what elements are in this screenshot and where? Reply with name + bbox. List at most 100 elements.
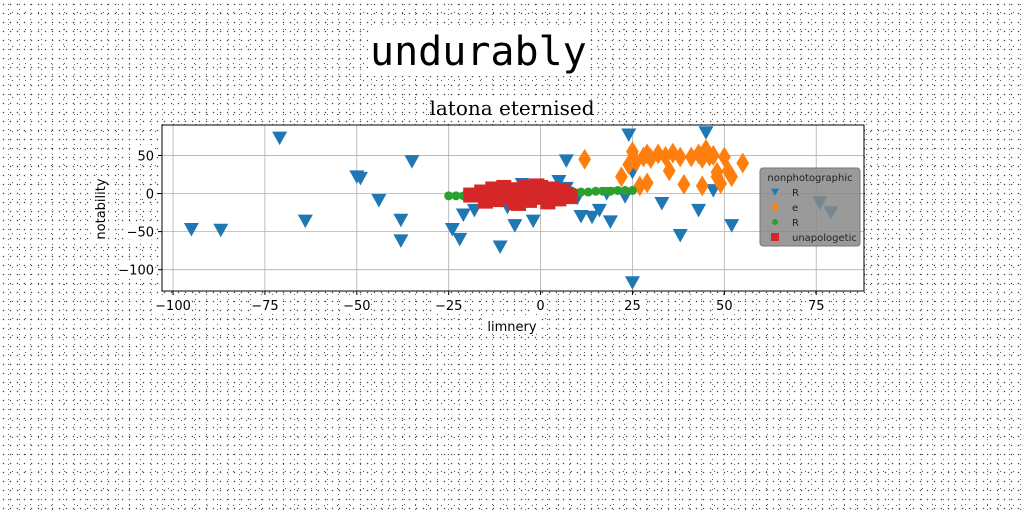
- data-point: [451, 191, 461, 201]
- x-tick-label: −50: [343, 299, 370, 314]
- data-point: [662, 160, 676, 182]
- y-tick-label: −50: [127, 226, 154, 241]
- x-tick-label: −75: [251, 299, 278, 314]
- data-point: [393, 213, 409, 228]
- data-point: [598, 186, 608, 196]
- data-point: [706, 145, 720, 166]
- x-tick-label-bg: [534, 297, 547, 313]
- xlabel-bg: [484, 318, 540, 334]
- data-point: [613, 185, 623, 195]
- series-1: [578, 138, 750, 197]
- data-point: [183, 222, 199, 237]
- data-point: [605, 186, 615, 196]
- data-point: [393, 234, 409, 248]
- data-point: [673, 146, 687, 168]
- y-axis: 50 0 −50 −100: [118, 147, 162, 279]
- data-point: [640, 172, 654, 194]
- data-point: [404, 155, 420, 169]
- x-tick-label: 50: [716, 299, 733, 314]
- legend-marker: [771, 188, 779, 196]
- data-point: [477, 193, 493, 209]
- y-tick-label-bg: [135, 147, 155, 164]
- x-tick-label-bg: [155, 297, 192, 313]
- data-point: [620, 185, 630, 195]
- x-tick-label-bg: [250, 297, 279, 313]
- data-point: [624, 276, 640, 290]
- plot-frame: [161, 124, 865, 292]
- data-point: [444, 222, 460, 237]
- data-point: [714, 173, 728, 195]
- x-axis-label: limnery: [487, 320, 536, 335]
- data-point: [654, 197, 670, 211]
- y-axis-label: notability: [94, 178, 109, 239]
- data-point: [297, 214, 313, 229]
- legend-marker: [772, 219, 778, 225]
- x-tick-label-bg: [342, 297, 371, 313]
- legend-label: R: [792, 218, 799, 229]
- data-point: [583, 187, 593, 197]
- x-axis: −100 −75 −50 −25 0 25 50 75: [155, 291, 827, 314]
- x-tick-label: −100: [155, 299, 191, 314]
- data-point: [533, 179, 549, 195]
- data-point: [627, 185, 637, 195]
- series-3: [463, 178, 578, 211]
- ylabel-bg: [92, 176, 108, 242]
- data-point: [698, 126, 714, 140]
- data-point: [644, 148, 658, 169]
- data-point: [615, 166, 628, 188]
- data-marks: [183, 126, 839, 290]
- data-point: [576, 187, 586, 197]
- data-point: [684, 146, 698, 168]
- y-tick-label: 0: [146, 188, 154, 203]
- y-tick-label-bg: [143, 185, 155, 202]
- legend-label: unapologetic: [792, 233, 857, 244]
- data-point: [455, 208, 471, 222]
- x-tick-label: −25: [435, 299, 462, 314]
- data-point: [452, 232, 468, 247]
- data-point: [213, 223, 229, 238]
- data-point: [677, 173, 691, 195]
- x-tick-label: 0: [536, 299, 544, 314]
- x-tick-label-bg: [806, 297, 827, 313]
- data-point: [562, 189, 578, 205]
- data-point: [617, 190, 633, 204]
- legend-box: [759, 167, 861, 247]
- data-point: [352, 171, 368, 186]
- page-title: undurably: [368, 28, 589, 76]
- data-point: [724, 219, 740, 233]
- x-tick-label-bg: [714, 297, 735, 313]
- data-point: [444, 191, 454, 201]
- data-point: [691, 203, 707, 218]
- y-tick-label: −100: [118, 264, 154, 279]
- data-point: [492, 240, 508, 254]
- data-point: [507, 219, 523, 233]
- x-tick-label-bg: [622, 297, 643, 313]
- data-point: [736, 152, 750, 174]
- data-point: [672, 229, 688, 243]
- x-tick-label-bg: [434, 297, 463, 313]
- legend-label: R: [792, 188, 799, 199]
- legend-marker: [771, 201, 779, 213]
- legend-marker: [771, 233, 779, 241]
- data-point: [511, 195, 527, 211]
- title-bg: [433, 96, 591, 120]
- x-tick-label: 25: [624, 299, 641, 314]
- y-tick-label: 50: [137, 149, 154, 164]
- data-point: [525, 214, 541, 229]
- data-point: [695, 148, 709, 169]
- data-point: [602, 215, 618, 229]
- y-tick-label-bg: [127, 223, 155, 240]
- data-point: [621, 128, 637, 143]
- data-point: [591, 203, 607, 218]
- legend-title: nonphotographic: [767, 173, 852, 184]
- x-tick-label: 75: [808, 299, 825, 314]
- data-point: [558, 154, 574, 168]
- legend-label: e: [792, 203, 798, 214]
- data-point: [578, 148, 592, 170]
- data-point: [591, 186, 601, 196]
- data-point: [725, 166, 739, 188]
- data-point: [584, 210, 600, 225]
- data-point: [573, 210, 589, 224]
